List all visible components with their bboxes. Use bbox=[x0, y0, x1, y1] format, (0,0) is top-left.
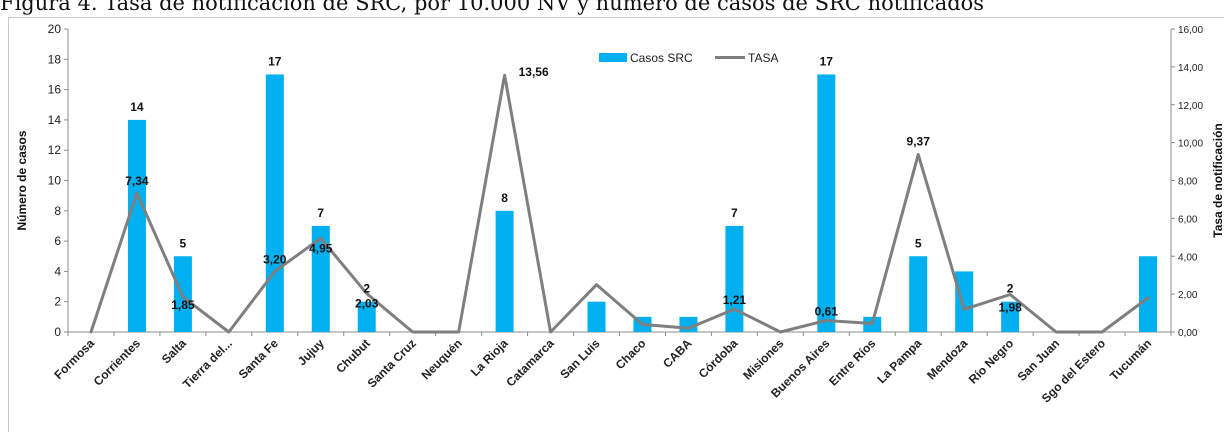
category-label: Neuquén bbox=[419, 336, 465, 382]
left-tick-label: 18 bbox=[48, 52, 62, 66]
bar-casos-src bbox=[311, 225, 330, 332]
bar-data-label: 5 bbox=[915, 236, 922, 250]
category-label: San Juan bbox=[1015, 336, 1063, 384]
bar-casos-src bbox=[955, 271, 974, 332]
right-tick-label: 14,00 bbox=[1178, 63, 1203, 74]
category-label: Formosa bbox=[51, 336, 97, 382]
left-tick-label: 16 bbox=[48, 83, 62, 97]
right-tick-label: 2,00 bbox=[1178, 290, 1198, 301]
right-tick-label: 6,00 bbox=[1178, 214, 1198, 225]
labels-layer: 14 5 17 7 2 8 7 17 5 2 7,34 1,85 3,20 4,95 2,03 13,56 1,… bbox=[125, 54, 1022, 318]
line-data-label: 4,95 bbox=[309, 241, 333, 255]
bar-casos-src bbox=[725, 225, 744, 332]
category-label: Jujuy bbox=[295, 336, 327, 368]
left-tick-label: 20 bbox=[48, 22, 62, 36]
category-label: Corrientes bbox=[91, 336, 144, 389]
legend-label-tasa: TASA bbox=[748, 51, 778, 65]
left-tick-label: 4 bbox=[54, 264, 61, 278]
bar-data-label: 17 bbox=[268, 54, 282, 68]
chart-frame bbox=[8, 17, 1224, 432]
category-label: Río Negro bbox=[966, 336, 1016, 386]
category-label: La Pampa bbox=[874, 336, 924, 386]
bar-casos-src bbox=[909, 256, 928, 332]
bar-data-label: 17 bbox=[820, 54, 834, 68]
bar-data-label: 7 bbox=[317, 206, 324, 220]
category-label: San Luis bbox=[557, 336, 602, 381]
left-tick-label: 14 bbox=[48, 113, 62, 127]
bars-layer bbox=[127, 74, 1158, 333]
bar-data-label: 7 bbox=[731, 206, 738, 220]
axes-layer: 0 2 4 6 8 10 12 14 16 18 20 0,00 2,00 4,00 6,00 8,00 10,… bbox=[15, 22, 1224, 406]
line-data-label: 0,61 bbox=[815, 304, 839, 318]
left-tick-label: 2 bbox=[54, 295, 61, 309]
line-tasa bbox=[89, 73, 1150, 334]
bar-data-label: 2 bbox=[363, 282, 370, 296]
category-label: Salta bbox=[159, 336, 189, 366]
line-data-label: 9,37 bbox=[907, 135, 931, 149]
line-data-label: 13,56 bbox=[519, 65, 549, 79]
category-label: Chaco bbox=[613, 336, 649, 372]
right-axis-label: Tasa de notificación bbox=[1211, 123, 1224, 237]
bar-data-label: 5 bbox=[180, 236, 187, 250]
left-tick-label: 8 bbox=[54, 204, 61, 218]
bar-casos-src bbox=[265, 74, 284, 332]
left-tick-label: 6 bbox=[54, 234, 61, 248]
figure-title: Figura 4. Tasa de notificación de SRC, p… bbox=[0, 0, 985, 15]
category-label: Santa Fe bbox=[236, 336, 281, 381]
bar-data-label: 14 bbox=[130, 100, 144, 114]
line-data-label: 3,20 bbox=[263, 252, 287, 266]
line-data-label: 7,34 bbox=[125, 174, 149, 188]
category-label: Catamarca bbox=[503, 336, 557, 390]
left-tick-label: 12 bbox=[48, 143, 62, 157]
category-label: Tucumán bbox=[1107, 336, 1154, 383]
right-tick-label: 16,00 bbox=[1178, 25, 1203, 36]
category-label: Entre Ríos bbox=[826, 336, 879, 389]
left-axis-label: Número de casos bbox=[15, 130, 29, 230]
left-tick-label: 10 bbox=[48, 174, 62, 188]
category-label: Córdoba bbox=[696, 336, 741, 381]
legend-label-casos-src: Casos SRC bbox=[630, 51, 693, 65]
line-data-label: 1,21 bbox=[723, 293, 747, 307]
category-label: CABA bbox=[660, 336, 695, 371]
category-label: Tierra del... bbox=[180, 336, 235, 391]
left-tick-label: 0 bbox=[54, 325, 61, 339]
bar-casos-src bbox=[357, 301, 376, 332]
right-tick-label: 4,00 bbox=[1178, 252, 1198, 263]
bar-data-label: 8 bbox=[501, 191, 508, 205]
line-data-label: 2,03 bbox=[355, 297, 379, 311]
right-tick-label: 8,00 bbox=[1178, 177, 1198, 188]
bar-casos-src bbox=[127, 119, 146, 333]
bar-casos-src bbox=[817, 74, 836, 332]
bar-casos-src bbox=[1139, 256, 1158, 332]
line-layer bbox=[89, 73, 1150, 334]
bar-data-label: 2 bbox=[1007, 282, 1014, 296]
legend-swatch-casos-src bbox=[599, 53, 627, 62]
line-data-label: 1,85 bbox=[171, 298, 195, 312]
bar-casos-src bbox=[587, 301, 606, 332]
right-tick-label: 12,00 bbox=[1178, 101, 1203, 112]
right-tick-label: 10,00 bbox=[1178, 139, 1203, 150]
right-tick-label: 0,00 bbox=[1178, 328, 1198, 339]
category-label: Santa Cruz bbox=[365, 336, 419, 390]
legend: Casos SRC TASA bbox=[599, 51, 778, 65]
category-label: La Rioja bbox=[468, 336, 511, 379]
line-data-label: 1,98 bbox=[998, 301, 1022, 315]
bar-casos-src bbox=[1001, 301, 1020, 332]
category-label: Mendoza bbox=[924, 336, 970, 382]
category-label: Misiones bbox=[740, 336, 786, 382]
bar-casos-src bbox=[495, 210, 514, 332]
category-label: Chubut bbox=[333, 336, 373, 376]
